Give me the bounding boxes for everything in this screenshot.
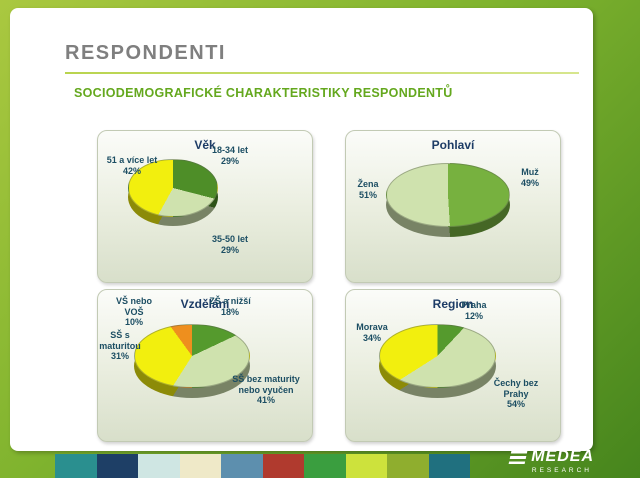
slice-percent: 54% [506, 399, 525, 410]
slice-name: ZŠ a nižší [209, 296, 251, 306]
pie-face [128, 159, 218, 217]
chart-title: Vzdělání [180, 297, 230, 311]
slice-label: 51 a více let 42% [106, 155, 158, 176]
chart-panel-3: Vzdělání ZŠ a nižší 18% SŠ bez maturity neb… [97, 289, 313, 442]
medea-logo: MÉDEA RESEARCH [482, 448, 594, 474]
color-tile [345, 454, 387, 478]
logo-sub-text: RESEARCH [531, 467, 592, 474]
color-tile [221, 454, 263, 478]
slice-percent: 41% [256, 395, 275, 406]
color-tile [387, 454, 429, 478]
slice-percent: 18% [220, 306, 239, 317]
slice-label: Muž 49% [508, 167, 552, 188]
chart-title: Pohlaví [431, 138, 475, 152]
slice-name: Čechy bez Prahy [493, 378, 539, 399]
slice-percent: 31% [110, 351, 129, 362]
slice-percent: 29% [220, 244, 239, 255]
slice-label: SŠ s maturitou 31% [98, 330, 142, 362]
slice-name: Praha [461, 300, 487, 310]
slice-name: VŠ nebo VOŠ [115, 296, 152, 317]
slice-percent: 42% [122, 165, 141, 176]
slice-percent: 49% [520, 177, 539, 188]
color-tiles-strip [55, 454, 470, 478]
page-title: RESPONDENTI [65, 42, 226, 64]
slice-label: SŠ bez maturity nebo vyučen 41% [230, 374, 302, 406]
color-tile [138, 454, 180, 478]
color-tile [179, 454, 221, 478]
slice-name: 18-34 let [211, 145, 249, 155]
slice-name: 51 a více let [106, 155, 158, 165]
chart-title: Region [432, 297, 474, 311]
slice-label: VŠ nebo VOŠ 10% [106, 296, 162, 328]
slice-percent: 51% [358, 189, 377, 200]
slice-label: Čechy bez Prahy 54% [486, 378, 546, 410]
pie-face [386, 163, 510, 227]
slice-label: 18-34 let 29% [198, 145, 262, 166]
chart-panel-1: Věk 18-34 let 29% 35-50 let 29% 51 a více let… [97, 130, 313, 283]
slide-subtitle: SOCIODEMOGRAFICKÉ CHARAKTERISTIKY RESPON… [74, 86, 453, 100]
color-tile [55, 454, 97, 478]
slice-percent: 10% [124, 317, 143, 328]
medea-flag-icon [508, 450, 528, 464]
pie-face [134, 324, 250, 388]
pie-chart [134, 324, 250, 398]
chart-title: Věk [194, 138, 216, 152]
slice-percent: 29% [220, 155, 239, 166]
slice-name: Žena [357, 179, 379, 189]
pie-face [379, 324, 496, 388]
charts-grid: Věk 18-34 let 29% 35-50 let 29% 51 a více let… [97, 130, 561, 442]
slice-label: Morava 34% [350, 322, 394, 343]
pie-chart [386, 163, 510, 237]
slice-label: ZŠ a nižší 18% [202, 296, 258, 317]
color-tile [304, 454, 346, 478]
logo-brand-text: MÉDEA [531, 448, 594, 465]
slice-label: Žena 51% [348, 179, 388, 200]
slice-name: Morava [356, 322, 388, 332]
pie-chart [128, 159, 218, 226]
title-divider [65, 72, 579, 74]
slice-name: Muž [521, 167, 539, 177]
content-panel: RESPONDENTI SOCIODEMOGRAFICKÉ CHARAKTERI… [10, 8, 593, 451]
color-tile [96, 454, 138, 478]
slice-name: 35-50 let [211, 234, 249, 244]
slice-label: 35-50 let 29% [198, 234, 262, 255]
color-tile [262, 454, 304, 478]
slice-label: Praha 12% [452, 300, 496, 321]
chart-panel-4: Region Praha 12% Čechy bez Prahy 54% Morava 34… [345, 289, 561, 442]
slice-percent: 34% [362, 332, 381, 343]
slice-percent: 12% [464, 310, 483, 321]
slice-name: SŠ bez maturity nebo vyučen [232, 374, 300, 395]
slice-name: SŠ s maturitou [99, 330, 141, 351]
color-tile [428, 454, 470, 478]
chart-panel-2: Pohlaví Muž 49% Žena 51% [345, 130, 561, 283]
pie-chart [379, 324, 496, 398]
